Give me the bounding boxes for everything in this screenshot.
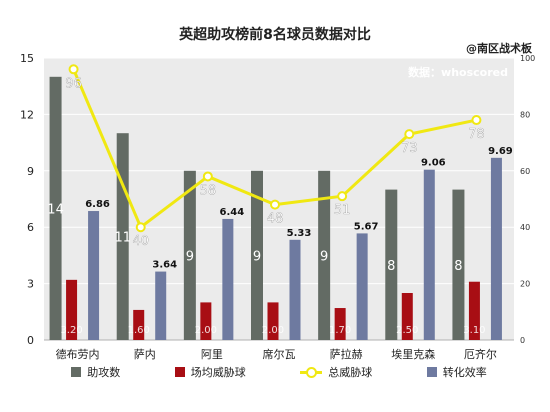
left-axis-tick-label: 15 [20,52,34,65]
x-axis-category-label: 阿里 [201,348,223,361]
total-key-passes-data-label: 51 [334,203,351,218]
conversion-rate-data-label: 6.44 [220,207,245,218]
key-passes-per-game-bar [468,281,480,340]
assists-data-label: 11 [114,231,131,246]
key-passes-per-game-bar [267,302,279,340]
conversion-rate-data-label: 3.64 [152,260,177,271]
assists-bar [318,170,331,340]
total-key-passes-data-label: 58 [200,183,217,198]
assists-data-label: 9 [320,249,328,264]
left-axis-tick-label: 9 [27,165,34,178]
key-passes-per-game-bar [133,309,145,340]
key-passes-per-game-bar [401,293,413,340]
key-passes-per-game-bar [66,279,78,340]
assists-bar [49,76,62,341]
conversion-rate-bar [155,271,167,340]
x-axis-category-label: 厄齐尔 [464,347,497,361]
total-key-passes-point [270,199,280,210]
right-axis-tick-label: 60 [520,167,530,176]
total-key-passes-data-label: 48 [267,212,284,227]
legend-label-conversion-rate: 转化效率 [442,366,487,379]
legend-swatch-conversion-rate [426,367,437,377]
conversion-rate-data-label: 5.67 [354,221,379,232]
right-axis-tick-label: 40 [520,223,530,232]
conversion-rate-data-label: 5.33 [287,228,312,239]
assists-data-label: 8 [454,259,462,274]
key-passes-per-game-data-label: 2.00 [195,325,217,336]
total-key-passes-point [471,115,482,126]
legend-swatch-total-key-passes [300,367,323,378]
key-passes-per-game-data-label: 3.20 [60,325,82,336]
x-axis-category-label: 萨内 [134,347,156,361]
assists-data-label: 9 [253,249,261,264]
total-key-passes-point [404,129,415,140]
legend-label-total-key-passes: 总威胁球 [328,366,373,379]
total-key-passes-point [135,222,146,233]
assists-bar [452,189,465,340]
legend: 助攻数 场均威胁球 总威胁球 转化效率 [44,362,514,382]
total-key-passes-data-label: 40 [132,234,149,249]
legend-item-total-key-passes: 总威胁球 [300,364,372,380]
x-axis-category-label: 萨拉赫 [330,347,363,361]
assists-data-label: 14 [47,202,64,217]
conversion-rate-bar [423,169,435,340]
key-passes-per-game-data-label: 2.00 [262,325,284,336]
assists-data-label: 9 [186,249,194,264]
conversion-rate-bar [490,157,502,340]
key-passes-per-game-bar [334,308,346,340]
conversion-rate-bar [222,218,234,340]
x-axis-category-label: 席尔瓦 [263,347,296,361]
total-key-passes-data-label: 96 [65,76,82,91]
conversion-rate-data-label: 6.86 [85,199,110,210]
total-key-passes-point [202,171,213,182]
total-key-passes-point [68,64,79,75]
assists-bar [251,170,263,340]
conversion-rate-bar [88,211,100,340]
source-note: 数据：whoscored [408,65,508,79]
assists-bar [116,133,129,340]
watermark: @南区战术板 [466,42,532,55]
assists-bar [183,170,196,340]
legend-item-key-passes-per-game: 场均威胁球 [174,364,246,380]
conversion-rate-data-label: 9.69 [488,146,513,157]
left-axis-tick-label: 3 [27,278,34,291]
legend-swatch-key-passes-per-game [174,367,185,377]
plot-background [44,58,514,340]
right-axis-tick-label: 100 [520,54,535,63]
key-passes-per-game-data-label: 2.50 [396,325,418,336]
x-axis-category-label: 德布劳内 [56,347,100,361]
legend-swatch-assists [71,367,82,377]
right-axis-tick-label: 80 [520,110,530,119]
chart-title: 英超助攻榜前8名球员数据对比 [179,27,371,43]
total-key-passes-data-label: 78 [468,127,485,142]
assists-data-label: 8 [387,259,395,274]
legend-item-conversion-rate: 转化效率 [426,364,487,380]
conversion-rate-bar [356,233,368,340]
assists-bar [385,189,398,340]
right-axis-tick-label: 20 [520,280,530,289]
key-passes-per-game-bar [200,302,212,340]
legend-label-key-passes-per-game: 场均威胁球 [190,366,246,379]
left-axis-tick-label: 12 [20,108,34,121]
key-passes-per-game-data-label: 1.60 [128,325,150,336]
key-passes-per-game-data-label: 1.70 [329,325,351,336]
x-axis-category-label: 埃里克森 [391,347,435,361]
total-key-passes-point [337,191,348,202]
conversion-rate-data-label: 9.06 [421,158,446,169]
key-passes-per-game-data-label: 3.10 [463,325,485,336]
legend-item-assists: 助攻数 [71,364,120,380]
left-axis-tick-label: 6 [27,221,34,234]
right-axis-tick-label: 0 [520,336,525,345]
total-key-passes-data-label: 73 [401,141,418,156]
conversion-rate-bar [289,239,301,340]
legend-label-assists: 助攻数 [87,366,121,379]
left-axis-tick-label: 0 [27,334,34,347]
